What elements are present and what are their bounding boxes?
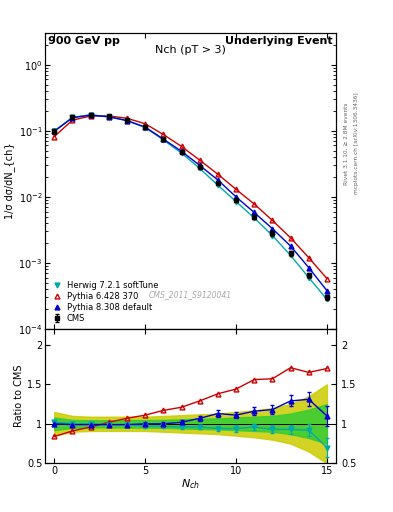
Pythia 8.308 default <box>307 265 311 271</box>
Pythia 6.428 370 <box>234 186 239 193</box>
Herwig 7.2.1 softTune <box>234 199 239 205</box>
Line: Pythia 6.428 370: Pythia 6.428 370 <box>52 114 329 281</box>
Pythia 8.308 default <box>125 117 129 123</box>
Pythia 6.428 370 <box>197 157 202 163</box>
Pythia 8.308 default <box>215 177 220 183</box>
Pythia 6.428 370 <box>52 134 57 140</box>
Pythia 6.428 370 <box>179 143 184 150</box>
Text: mcplots.cern.ch [arXiv:1306.3436]: mcplots.cern.ch [arXiv:1306.3436] <box>354 93 359 194</box>
Pythia 8.308 default <box>288 243 293 249</box>
Text: CMS_2011_S9120041: CMS_2011_S9120041 <box>149 290 232 300</box>
Text: Nch (pT > 3): Nch (pT > 3) <box>155 45 226 55</box>
Herwig 7.2.1 softTune <box>88 112 93 118</box>
Pythia 6.428 370 <box>125 115 129 121</box>
Y-axis label: 1/σ dσ/dN_{ch}: 1/σ dσ/dN_{ch} <box>5 143 15 220</box>
Herwig 7.2.1 softTune <box>215 182 220 188</box>
Legend: Herwig 7.2.1 softTune, Pythia 6.428 370, Pythia 8.308 default, CMS: Herwig 7.2.1 softTune, Pythia 6.428 370,… <box>50 279 160 325</box>
Pythia 8.308 default <box>234 194 239 200</box>
Y-axis label: Ratio to CMS: Ratio to CMS <box>14 365 24 428</box>
Pythia 6.428 370 <box>70 117 75 123</box>
Herwig 7.2.1 softTune <box>288 252 293 259</box>
Herwig 7.2.1 softTune <box>161 137 166 143</box>
Pythia 6.428 370 <box>107 113 111 119</box>
Pythia 8.308 default <box>107 114 111 120</box>
Pythia 8.308 default <box>252 209 257 216</box>
Pythia 8.308 default <box>143 124 147 130</box>
Herwig 7.2.1 softTune <box>325 296 329 303</box>
Pythia 8.308 default <box>325 288 329 294</box>
Pythia 6.428 370 <box>88 113 93 119</box>
Pythia 8.308 default <box>70 115 75 121</box>
Pythia 8.308 default <box>88 112 93 118</box>
Pythia 6.428 370 <box>270 218 275 224</box>
Pythia 6.428 370 <box>161 132 166 138</box>
Pythia 6.428 370 <box>288 234 293 241</box>
Herwig 7.2.1 softTune <box>307 274 311 281</box>
Pythia 6.428 370 <box>215 171 220 177</box>
Herwig 7.2.1 softTune <box>125 117 129 123</box>
Herwig 7.2.1 softTune <box>70 114 75 120</box>
Pythia 6.428 370 <box>307 254 311 261</box>
Pythia 6.428 370 <box>325 275 329 282</box>
Pythia 6.428 370 <box>252 201 257 207</box>
Pythia 8.308 default <box>270 226 275 232</box>
Pythia 8.308 default <box>161 136 166 142</box>
Pythia 8.308 default <box>197 162 202 168</box>
Text: 900 GeV pp: 900 GeV pp <box>48 36 120 46</box>
Herwig 7.2.1 softTune <box>107 114 111 120</box>
Line: Herwig 7.2.1 softTune: Herwig 7.2.1 softTune <box>52 112 329 302</box>
Herwig 7.2.1 softTune <box>197 165 202 172</box>
Herwig 7.2.1 softTune <box>270 232 275 239</box>
Line: Pythia 8.308 default: Pythia 8.308 default <box>52 113 329 293</box>
Pythia 8.308 default <box>52 129 57 135</box>
Pythia 8.308 default <box>179 148 184 154</box>
Herwig 7.2.1 softTune <box>179 150 184 156</box>
Herwig 7.2.1 softTune <box>143 124 147 131</box>
Herwig 7.2.1 softTune <box>252 215 257 221</box>
Pythia 6.428 370 <box>143 121 147 127</box>
X-axis label: $N_{ch}$: $N_{ch}$ <box>181 478 200 492</box>
Herwig 7.2.1 softTune <box>52 128 57 134</box>
Text: Underlying Event: Underlying Event <box>226 36 333 46</box>
Text: Rivet 3.1.10, ≥ 2.8M events: Rivet 3.1.10, ≥ 2.8M events <box>344 102 349 185</box>
